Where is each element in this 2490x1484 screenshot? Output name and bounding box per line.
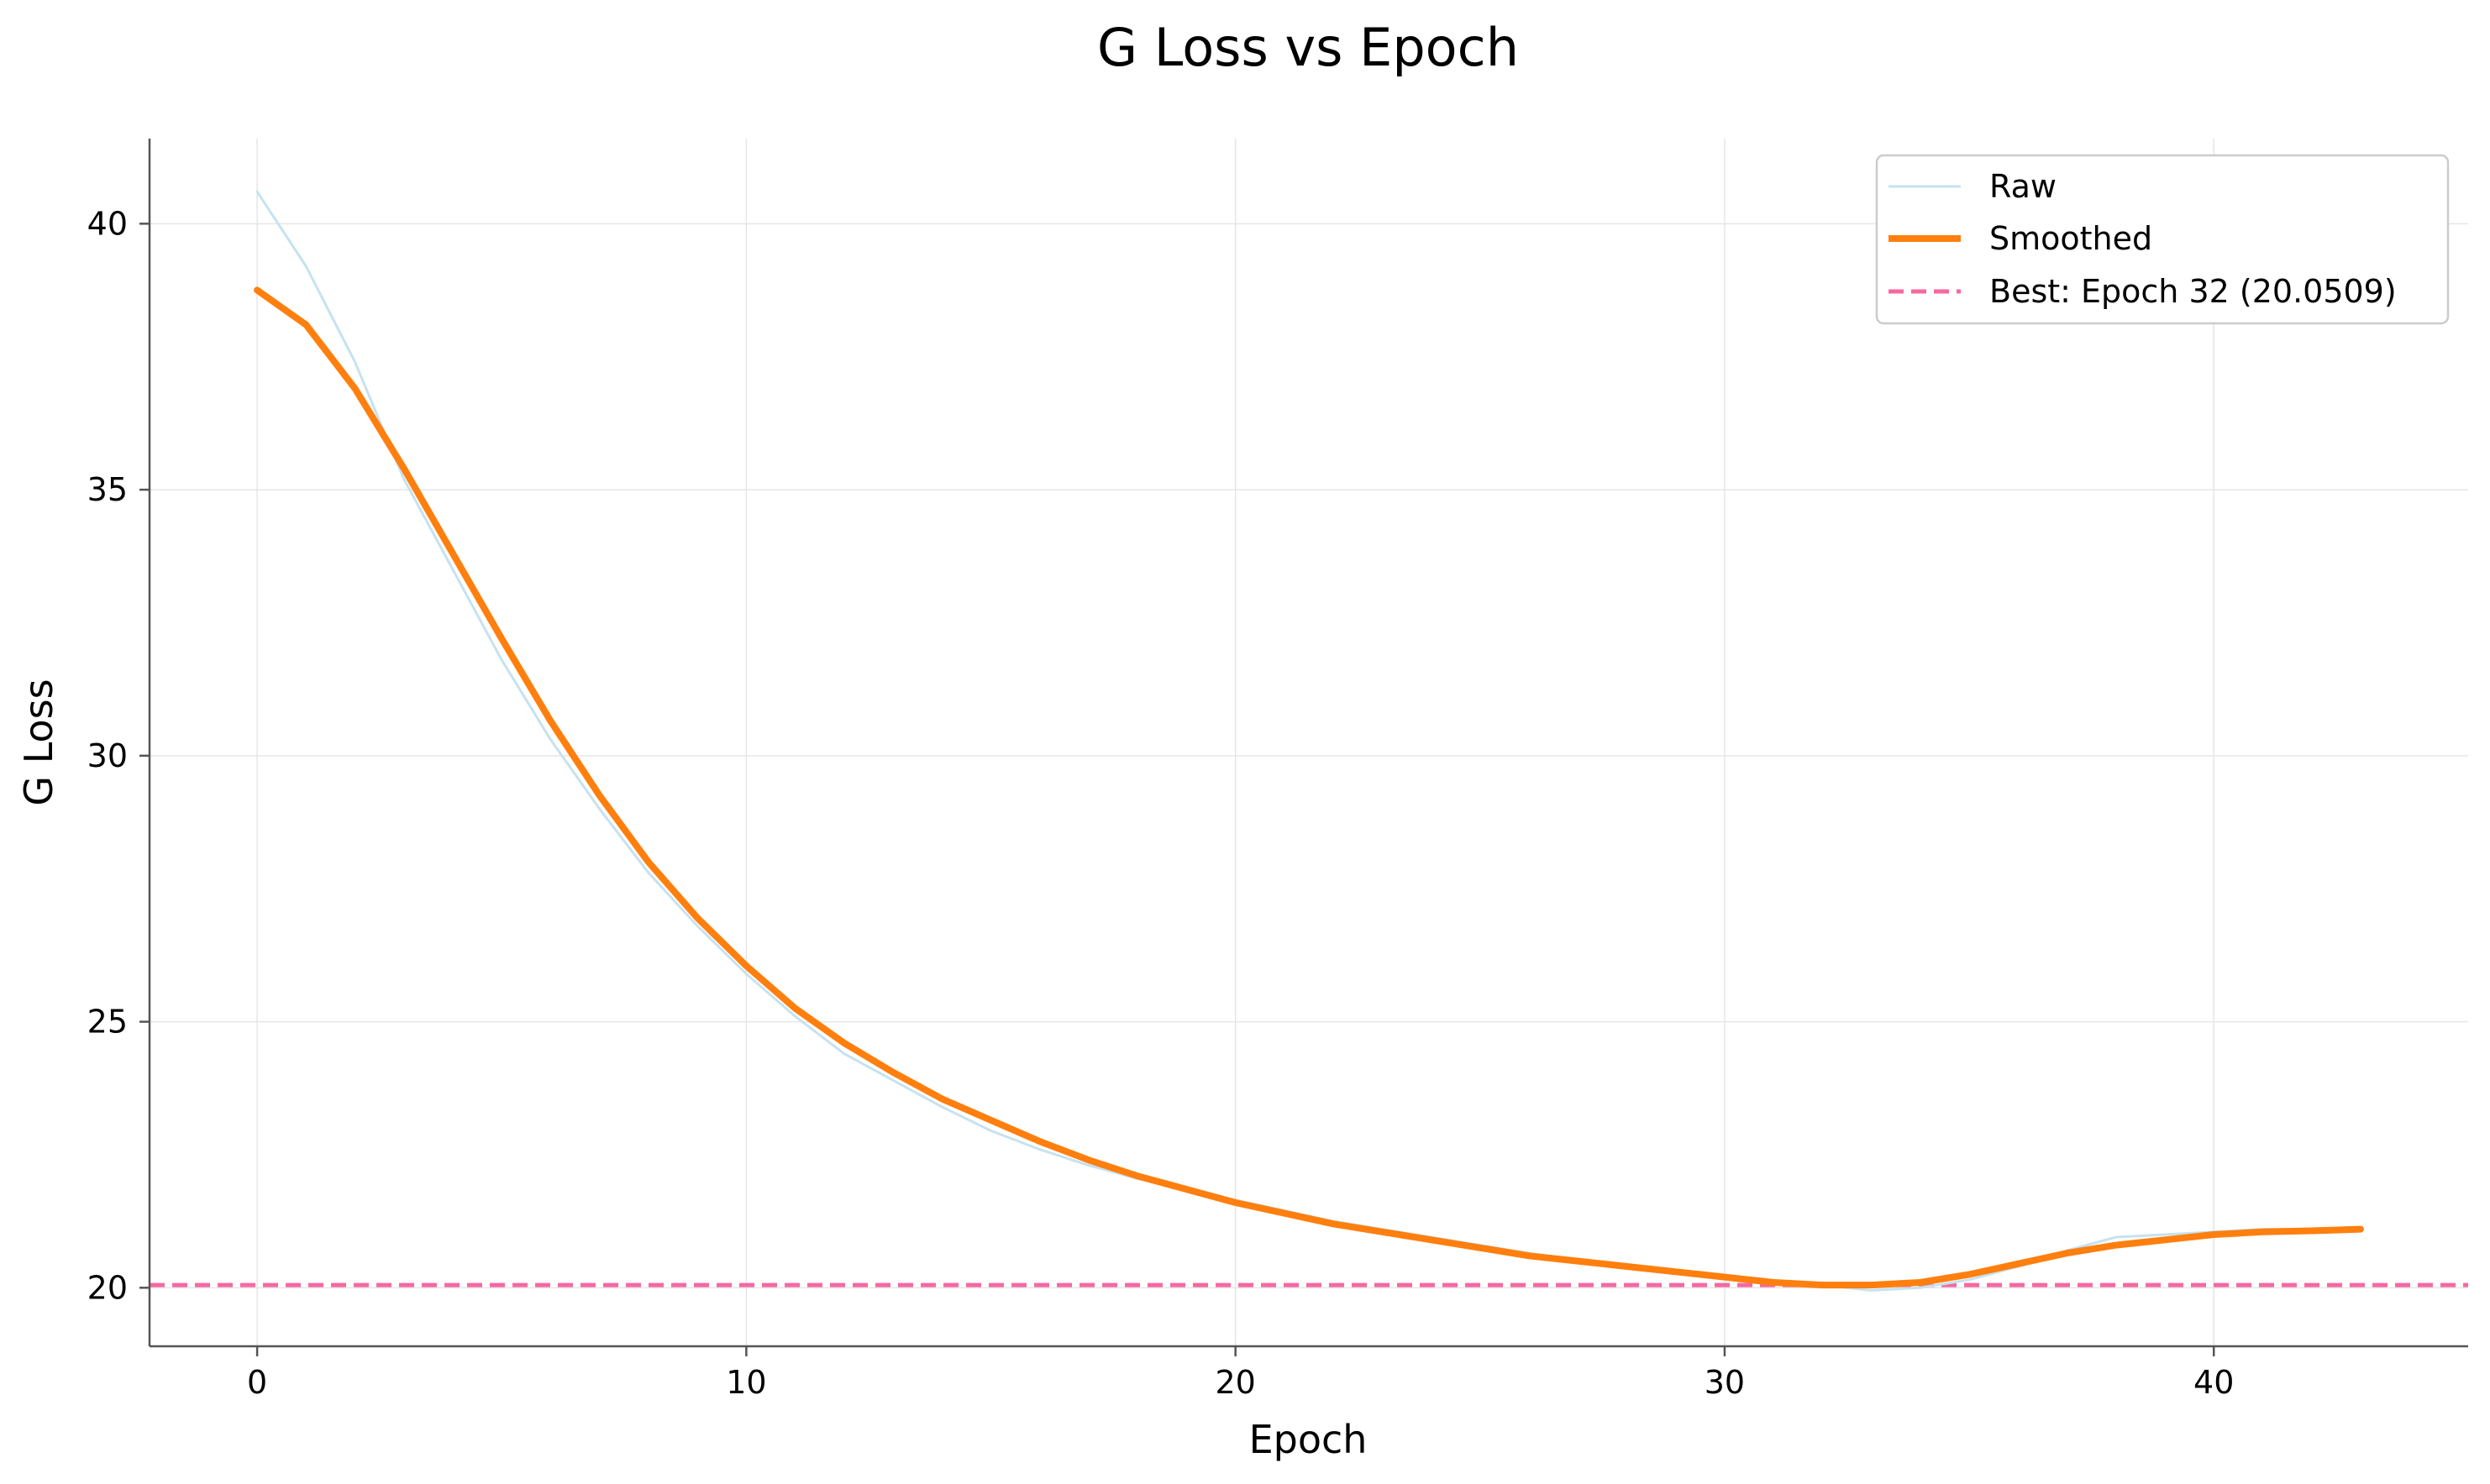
y-axis-label: G Loss — [16, 679, 61, 805]
y-tick-label: 35 — [87, 471, 128, 508]
chart-title: G Loss vs Epoch — [1097, 17, 1519, 78]
legend: Raw Smoothed Best: Epoch 32 (20.0509) — [1875, 154, 2450, 325]
x-tick-label: 0 — [247, 1364, 267, 1401]
x-tick-label: 40 — [2193, 1364, 2234, 1401]
y-tick-label: 25 — [87, 1004, 128, 1041]
y-tick-label: 30 — [87, 737, 128, 774]
y-ticks: 20 25 30 35 40 — [87, 205, 150, 1306]
legend-box — [1875, 154, 2450, 325]
legend-best-label: Best: Epoch 32 (20.0509) — [1989, 273, 2397, 310]
axes — [148, 139, 2468, 1348]
x-tick-label: 10 — [726, 1364, 766, 1401]
x-tick-label: 20 — [1215, 1364, 1255, 1401]
y-tick-label: 40 — [87, 205, 128, 242]
x-axis-label: Epoch — [1249, 1417, 1368, 1462]
smoothed-series-line — [254, 286, 2364, 1289]
x-ticks: 0 10 20 30 40 — [247, 1346, 2234, 1401]
y-tick-label: 20 — [87, 1269, 128, 1306]
series-layer — [254, 190, 2364, 1292]
legend-smoothed-label: Smoothed — [1989, 220, 2152, 257]
x-tick-label: 30 — [1705, 1364, 1745, 1401]
legend-raw-label: Raw — [1989, 168, 2057, 205]
